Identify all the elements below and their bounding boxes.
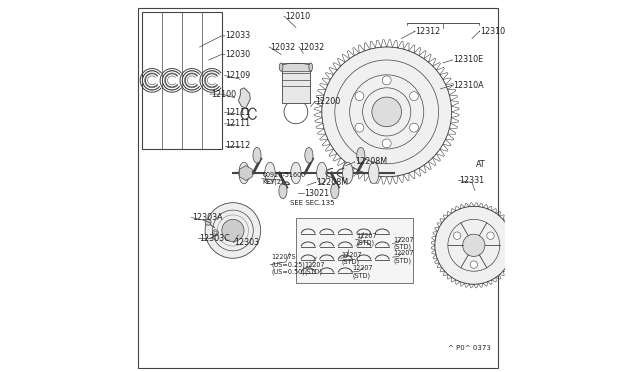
Circle shape — [372, 97, 401, 127]
Text: 12207
(STD): 12207 (STD) — [394, 237, 414, 250]
Ellipse shape — [342, 162, 353, 184]
Text: 12310: 12310 — [480, 26, 505, 36]
Circle shape — [322, 47, 452, 177]
Ellipse shape — [369, 162, 379, 184]
Text: ^ P0^ 0373: ^ P0^ 0373 — [448, 345, 491, 351]
Text: 12109: 12109 — [225, 71, 251, 80]
Circle shape — [410, 123, 419, 132]
Text: 12303C: 12303C — [200, 234, 230, 243]
Ellipse shape — [279, 63, 283, 71]
Text: 12207S
(US=0.25)
(US=0.50): 12207S (US=0.25) (US=0.50) — [271, 254, 305, 275]
Ellipse shape — [279, 183, 287, 199]
Ellipse shape — [309, 63, 312, 71]
Text: 00926-51600
KEY(2): 00926-51600 KEY(2) — [262, 172, 306, 185]
Text: 12032: 12032 — [270, 42, 295, 51]
Circle shape — [410, 92, 419, 100]
Text: 12112: 12112 — [225, 141, 251, 151]
Polygon shape — [239, 166, 252, 180]
Text: 12200: 12200 — [316, 97, 341, 106]
Text: 12033: 12033 — [225, 31, 251, 41]
Circle shape — [222, 219, 244, 241]
Ellipse shape — [239, 162, 249, 184]
Circle shape — [382, 76, 391, 85]
Circle shape — [435, 206, 513, 284]
Text: 12207
(STD): 12207 (STD) — [305, 262, 325, 275]
Text: 12030: 12030 — [225, 50, 251, 59]
Text: 12111: 12111 — [225, 119, 251, 128]
Ellipse shape — [265, 162, 275, 184]
Text: 12310A: 12310A — [452, 81, 483, 90]
Bar — [281, 63, 311, 71]
Bar — [296, 218, 413, 283]
Text: 12303A: 12303A — [192, 213, 223, 222]
Circle shape — [463, 234, 485, 256]
Text: 12010: 12010 — [285, 12, 310, 21]
Text: 12032: 12032 — [300, 42, 325, 51]
Text: 12207
(STD): 12207 (STD) — [342, 251, 362, 265]
Text: 12303: 12303 — [234, 238, 259, 247]
Ellipse shape — [317, 162, 327, 184]
Text: 12207
(STD): 12207 (STD) — [394, 250, 414, 264]
Circle shape — [470, 261, 477, 268]
Circle shape — [205, 219, 211, 225]
Ellipse shape — [291, 162, 301, 184]
Text: 12331: 12331 — [459, 176, 484, 185]
Text: 12312: 12312 — [415, 26, 441, 36]
Circle shape — [453, 232, 461, 239]
Ellipse shape — [331, 183, 339, 199]
Circle shape — [382, 139, 391, 148]
Text: 12208M: 12208M — [316, 178, 348, 187]
Text: SEE SEC.135: SEE SEC.135 — [291, 200, 335, 206]
Text: 12207
(STD): 12207 (STD) — [356, 233, 377, 247]
Text: 12208M: 12208M — [355, 157, 387, 166]
Bar — [282, 65, 310, 103]
Bar — [142, 12, 222, 149]
Circle shape — [205, 203, 260, 258]
Ellipse shape — [305, 147, 313, 163]
Ellipse shape — [356, 147, 365, 163]
Polygon shape — [239, 88, 250, 108]
Text: 12207
(STD): 12207 (STD) — [353, 265, 373, 279]
Text: AT: AT — [476, 160, 485, 169]
Circle shape — [355, 92, 364, 100]
Circle shape — [355, 123, 364, 132]
Text: 13021: 13021 — [305, 189, 330, 198]
Text: 12111: 12111 — [225, 108, 251, 117]
Text: 12100: 12100 — [211, 90, 236, 99]
Circle shape — [487, 232, 494, 239]
Ellipse shape — [253, 147, 261, 163]
Text: 12310E: 12310E — [452, 55, 483, 64]
